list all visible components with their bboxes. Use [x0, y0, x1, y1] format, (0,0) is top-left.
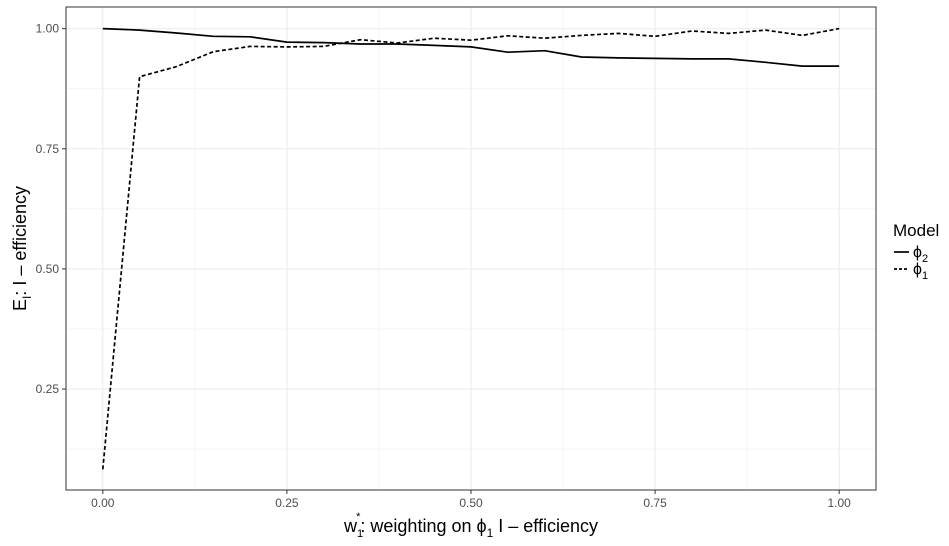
y-tick-label: 0.25: [36, 382, 60, 396]
legend-symbol-sub: 2: [922, 253, 928, 265]
legend-symbol: ϕ: [913, 244, 922, 261]
legend-title: Model: [893, 221, 939, 240]
series-line-phi2: [102, 27, 840, 67]
y-tick-label: 1.00: [36, 22, 60, 36]
x-title-prefix: w: [343, 516, 358, 536]
x-title-text: : weighting on: [360, 516, 476, 536]
x-title-sup: *: [356, 511, 361, 523]
x-tick-label: 0.25: [275, 496, 299, 510]
x-title-symbol: ϕ: [476, 516, 486, 536]
y-axis: 0.25 0.50 0.75 1.00: [36, 22, 66, 396]
x-tick-label: 0.00: [91, 496, 115, 510]
legend-label-phi2: ϕ2: [913, 244, 928, 265]
y-tick-label: 0.50: [36, 262, 60, 276]
legend-label-phi1: ϕ1: [913, 261, 928, 282]
x-tick-label: 0.50: [459, 496, 483, 510]
y-tick-label: 0.75: [36, 142, 60, 156]
x-tick-label: 1.00: [828, 496, 852, 510]
grid-major: [66, 7, 876, 490]
y-title-prefix: E: [10, 299, 30, 311]
x-axis: 0.00 0.25 0.50 0.75 1.00: [91, 490, 851, 510]
y-axis-title: EI: I – efficiency: [10, 186, 34, 311]
series-layer: [101, 27, 840, 470]
x-title-suffix: I – efficiency: [493, 516, 598, 536]
x-tick-label: 0.75: [643, 496, 667, 510]
y-title-sub: I: [20, 296, 34, 299]
x-title-sub: 1: [357, 528, 363, 540]
legend-symbol: ϕ: [913, 261, 922, 278]
series-line-phi1: [101, 27, 840, 470]
y-title-text: : I – efficiency: [10, 186, 30, 296]
x-title-symbol-sub: 1: [487, 526, 494, 540]
x-axis-title: w1*: weighting on ϕ1 I – efficiency: [343, 511, 598, 540]
legend-symbol-sub: 1: [922, 270, 928, 282]
